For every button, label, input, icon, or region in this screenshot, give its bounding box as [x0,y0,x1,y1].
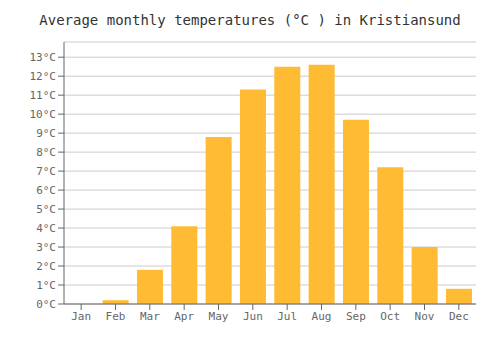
svg-text:Mar: Mar [140,310,160,323]
svg-text:Dec: Dec [449,310,469,323]
svg-text:3°C: 3°C [36,241,56,254]
svg-text:11°C: 11°C [30,89,57,102]
svg-text:Feb: Feb [106,310,126,323]
svg-text:Aug: Aug [312,310,332,323]
svg-text:Oct: Oct [380,310,400,323]
svg-text:7°C: 7°C [36,165,56,178]
svg-text:Nov: Nov [415,310,435,323]
svg-text:1°C: 1°C [36,279,56,292]
html-text:Average monthly temperatures (: Average monthly temperatures (°C ) in Kr… [39,12,461,28]
svg-text:2°C: 2°C [36,260,56,273]
svg-text:4°C: 4°C [36,222,56,235]
svg-text:5°C: 5°C [36,203,56,216]
svg-text:6°C: 6°C [36,184,56,197]
svg-text:Jul: Jul [277,310,297,323]
svg-text:Apr: Apr [174,310,194,323]
svg-text:Jan: Jan [71,310,91,323]
svg-text:10°C: 10°C [30,108,57,121]
svg-text:9°C: 9°C [36,127,56,140]
svg-text:Sep: Sep [346,310,366,323]
svg-text:Jun: Jun [243,310,263,323]
svg-text:12°C: 12°C [30,70,57,83]
svg-text:13°C: 13°C [30,51,57,64]
svg-text:8°C: 8°C [36,146,56,159]
svg-text:0°C: 0°C [36,298,56,311]
svg-text:May: May [209,310,229,323]
